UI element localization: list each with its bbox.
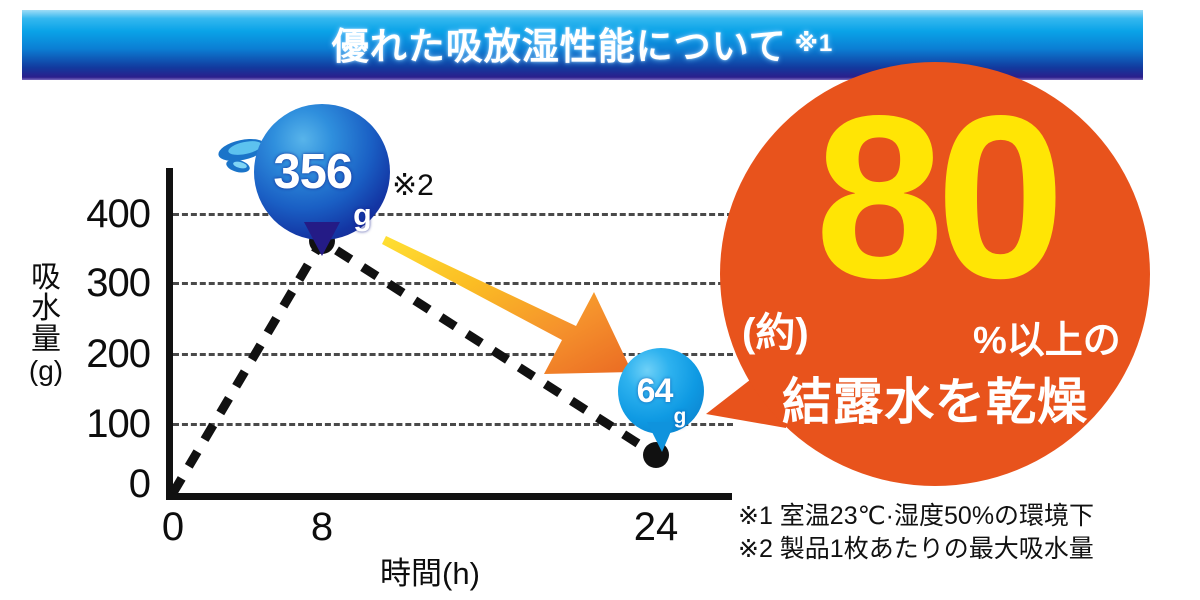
y-axis-label-unit: (g)	[28, 355, 64, 386]
bubble-peak-unit: g	[353, 198, 372, 233]
gridline-400	[173, 213, 733, 216]
bubble-peak-356g: 356 g	[254, 104, 390, 256]
y-tick-300: 300	[86, 261, 151, 305]
bubble-end-body	[618, 348, 704, 434]
gridline-300	[173, 282, 733, 285]
footnote-1: ※1 室温23℃·湿度50%の環境下	[738, 502, 1095, 530]
bubble-end-tail	[647, 422, 675, 452]
y-axis-label-char-2: 水	[31, 292, 61, 325]
bubble-peak-tail	[304, 222, 340, 256]
y-axis-label-char-3: 量	[31, 323, 61, 356]
bubble-peak-body	[254, 104, 390, 240]
footnotes: ※1 室温23℃·湿度50%の環境下 ※2 製品1枚あたりの最大吸水量	[738, 500, 1094, 566]
callout-approx-label: (約)	[742, 311, 809, 355]
y-tick-0: 0	[128, 462, 151, 506]
page-title-text: 優れた吸放湿性能について	[331, 26, 787, 67]
highlight-callout: 80 (約) %以上の 結露水を乾燥	[706, 62, 1150, 486]
bubble-end-value-group: 64 g	[618, 348, 704, 434]
x-tick-8: 8	[310, 505, 334, 549]
bubble-peak-value: 356	[273, 145, 353, 199]
bubble-peak-value-group: 356 g	[254, 104, 390, 240]
footnote-2: ※2 製品1枚あたりの最大吸水量	[738, 535, 1094, 563]
gridline-200	[173, 353, 733, 356]
y-axis-label-char-1: 吸	[31, 261, 61, 294]
trend-arrow-icon	[382, 236, 632, 374]
x-axis-label: 時間(h)	[380, 556, 480, 591]
y-tick-100: 100	[86, 402, 151, 446]
x-axis-line	[166, 493, 732, 500]
y-axis-line	[166, 168, 173, 500]
y-axis-label: 吸 水 量 (g)	[22, 262, 70, 386]
bubble-end-unit: g	[673, 405, 686, 429]
gridline-100	[173, 423, 733, 426]
water-splash-icon	[218, 139, 266, 173]
title-banner: 優れた吸放湿性能について ※1	[22, 10, 1143, 80]
x-tick-24: 24	[633, 505, 679, 549]
y-tick-400: 400	[86, 192, 151, 236]
y-tick-200: 200	[86, 332, 151, 376]
bubble-end-64g: 64 g	[618, 348, 704, 452]
callout-number: 80	[814, 68, 1065, 327]
page-title: 優れた吸放湿性能について ※1	[22, 10, 1143, 80]
footnote-marker-2: ※2	[392, 169, 434, 202]
absorption-chart: 吸 水 量 (g) 400 300 200 100 0 0 8 24 時間(h)	[22, 104, 733, 591]
callout-percent-suffix: %以上の	[973, 320, 1121, 362]
page-title-footnote-marker: ※1	[794, 29, 834, 57]
callout-disc	[720, 62, 1150, 486]
x-tick-0: 0	[161, 505, 185, 549]
callout-sub-line: 結露水を乾燥	[782, 374, 1088, 430]
bubble-end-value: 64	[636, 371, 674, 410]
